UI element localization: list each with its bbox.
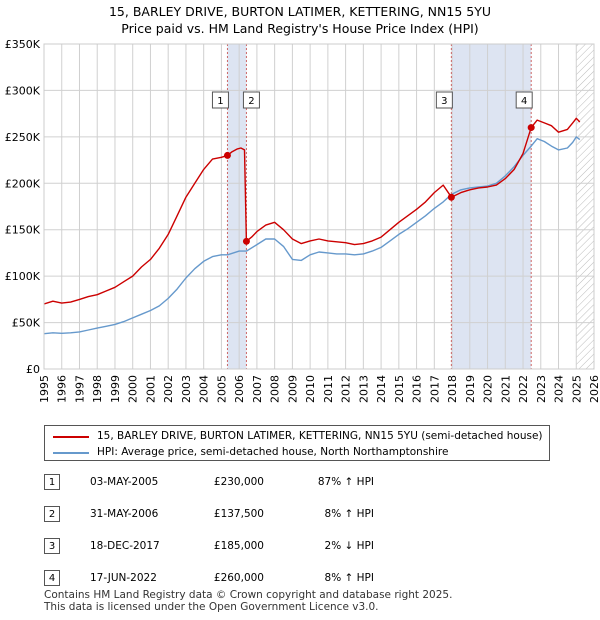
x-tick-label: 2025 (570, 375, 583, 403)
y-tick-label: £50K (12, 317, 41, 330)
sale-number-badge: 3 (44, 538, 60, 554)
x-tick-label: 2006 (233, 375, 246, 403)
x-tick-label: 2013 (357, 375, 370, 403)
legend-swatch-property (53, 436, 89, 438)
x-tick-label: 2017 (428, 375, 441, 403)
x-tick-label: 2018 (446, 375, 459, 403)
legend-swatch-hpi (53, 452, 89, 454)
x-tick-label: 2007 (251, 375, 264, 403)
sale-hpi-change: 87% ↑ HPI (317, 476, 374, 488)
sale-point (447, 193, 455, 201)
sale-point (527, 124, 535, 132)
x-tick-label: 2014 (375, 375, 388, 403)
shaded-ownership-region (227, 44, 247, 369)
price-chart: 1 2 3 4 £0 £50K £100K £150K £200K £250K £300K £350… (5, 38, 600, 403)
y-tick-label: £0 (26, 363, 40, 376)
x-tick-label: 2011 (322, 375, 335, 403)
x-tick-label: 1995 (38, 375, 51, 403)
sale-number-badge: 2 (44, 506, 60, 522)
x-tick-label: 1999 (109, 375, 122, 403)
y-tick-label: £100K (5, 270, 41, 283)
sale-label-text: 2 (248, 96, 254, 107)
sale-hpi-change: 8% ↑ HPI (324, 572, 374, 584)
sale-number-badge: 1 (44, 474, 60, 490)
x-tick-label: 2000 (127, 375, 140, 403)
hpi-line (44, 136, 581, 335)
sale-label-box (211, 91, 229, 109)
x-tick-label: 2026 (588, 375, 600, 403)
x-tick-label: 2021 (499, 375, 512, 403)
x-tick-label: 2008 (269, 375, 282, 403)
x-tick-label: 1996 (56, 375, 69, 403)
sale-point (242, 237, 250, 245)
sale-hpi-change: 8% ↑ HPI (324, 508, 374, 520)
x-tick-label: 2015 (393, 375, 406, 403)
future-hatch-region (576, 44, 594, 369)
property-price-line (44, 117, 581, 305)
x-tick-label: 2005 (215, 375, 228, 403)
y-tick-label: £350K (5, 38, 41, 51)
x-tick-label: 2020 (482, 375, 495, 403)
sale-label-box (435, 91, 453, 109)
x-tick-label: 2004 (198, 375, 211, 403)
sale-row: 3 18-DEC-2017 £185,000 2% ↓ HPI (44, 536, 564, 556)
sale-hpi-change: 2% ↓ HPI (324, 540, 374, 552)
sale-price: £230,000 (213, 476, 264, 488)
chart-legend: 15, BARLEY DRIVE, BURTON LATIMER, KETTER… (44, 425, 550, 461)
sale-label-text: 4 (521, 96, 527, 107)
sale-label-box (242, 91, 260, 109)
x-tick-label: 2024 (553, 375, 566, 403)
x-tick-label: 2022 (517, 375, 530, 403)
footer-licence: This data is licensed under the Open Gov… (44, 601, 379, 613)
sale-row: 2 31-MAY-2006 £137,500 8% ↑ HPI (44, 504, 564, 524)
sale-row: 4 17-JUN-2022 £260,000 8% ↑ HPI (44, 568, 564, 588)
chart-subtitle: Price paid vs. HM Land Registry's House … (121, 21, 479, 36)
sale-label-text: 1 (217, 96, 223, 107)
x-tick-label: 2001 (144, 375, 157, 403)
y-tick-label: £150K (5, 224, 41, 237)
legend-label-property: 15, BARLEY DRIVE, BURTON LATIMER, KETTER… (97, 430, 543, 442)
y-tick-label: £300K (5, 84, 41, 97)
chart-title: 15, BARLEY DRIVE, BURTON LATIMER, KETTER… (108, 4, 491, 19)
footer-copyright: Contains HM Land Registry data © Crown c… (44, 589, 453, 601)
x-tick-label: 1998 (91, 375, 104, 403)
sale-date: 03-MAY-2005 (90, 476, 159, 488)
x-tick-label: 2003 (180, 375, 193, 403)
sale-price: £137,500 (213, 508, 264, 520)
sale-price: £185,000 (213, 540, 264, 552)
x-tick-label: 2016 (411, 375, 424, 403)
sale-number-badge: 4 (44, 570, 60, 586)
x-tick-label: 2009 (286, 375, 299, 403)
legend-label-hpi: HPI: Average price, semi-detached house,… (97, 446, 449, 458)
sale-price: £260,000 (213, 572, 264, 584)
x-tick-label: 2010 (304, 375, 317, 403)
sale-point (223, 151, 231, 159)
y-tick-label: £250K (5, 131, 41, 144)
x-tick-label: 1997 (73, 375, 86, 403)
plot-frame (43, 43, 595, 370)
sale-date: 18-DEC-2017 (90, 540, 160, 552)
x-tick-label: 2002 (162, 375, 175, 403)
x-tick-label: 2019 (464, 375, 477, 403)
sale-label-box (515, 91, 533, 109)
y-tick-label: £200K (5, 177, 41, 190)
sale-row: 1 03-MAY-2005 £230,000 87% ↑ HPI (44, 472, 564, 492)
sale-date: 31-MAY-2006 (90, 508, 159, 520)
sale-label-text: 3 (441, 96, 447, 107)
x-tick-label: 2012 (340, 375, 353, 403)
x-tick-label: 2023 (535, 375, 548, 403)
sale-date: 17-JUN-2022 (90, 572, 157, 584)
